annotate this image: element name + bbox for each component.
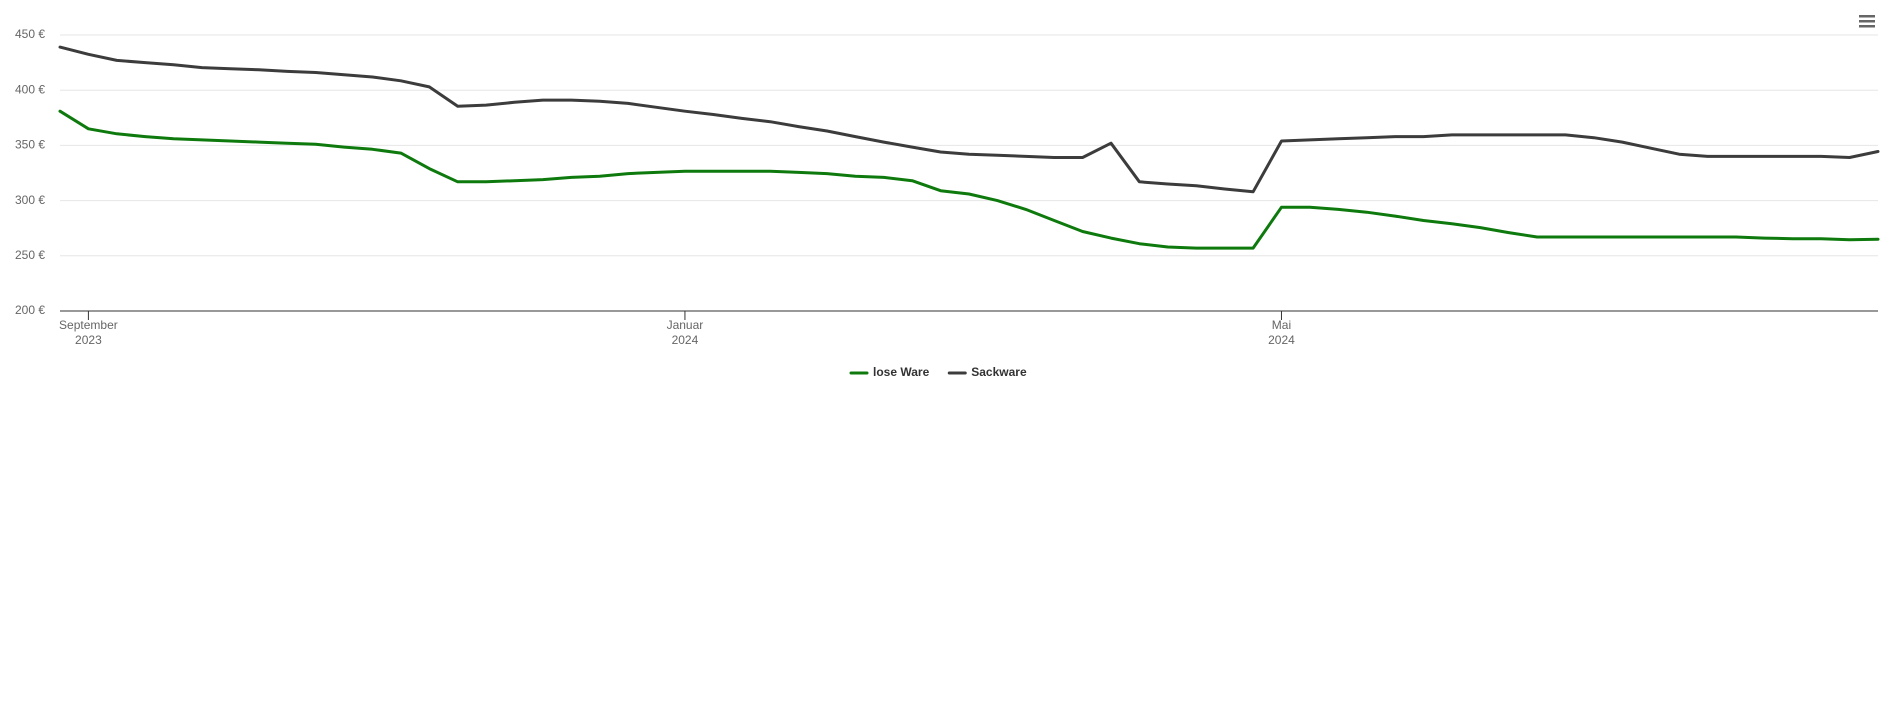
legend-label: Sackware [971,365,1027,379]
x-tick-label: Januar [667,318,704,332]
legend-item[interactable]: Sackware [947,365,1027,379]
x-tick-label: Mai [1272,318,1291,332]
y-tick-label: 400 € [15,82,45,96]
y-tick-label: 350 € [15,138,45,152]
menu-icon[interactable] [1859,15,1875,28]
x-tick-label: 2024 [672,333,699,347]
menu-bar [1859,15,1875,18]
menu-bar [1859,20,1875,23]
x-tick-label: 2023 [75,333,102,347]
x-tick-label: 2024 [1268,333,1295,347]
x-tick-label: September [59,318,118,332]
menu-bar [1859,25,1875,28]
legend: lose Ware Sackware [849,365,1027,379]
legend-item[interactable]: lose Ware [849,365,930,379]
y-tick-label: 200 € [15,303,45,317]
data-line [58,109,1880,250]
data-line [58,45,1880,194]
y-tick-label: 300 € [15,193,45,207]
y-tick-label: 250 € [15,248,45,262]
y-tick-label: 450 € [15,27,45,41]
legend-label: lose Ware [873,365,930,379]
